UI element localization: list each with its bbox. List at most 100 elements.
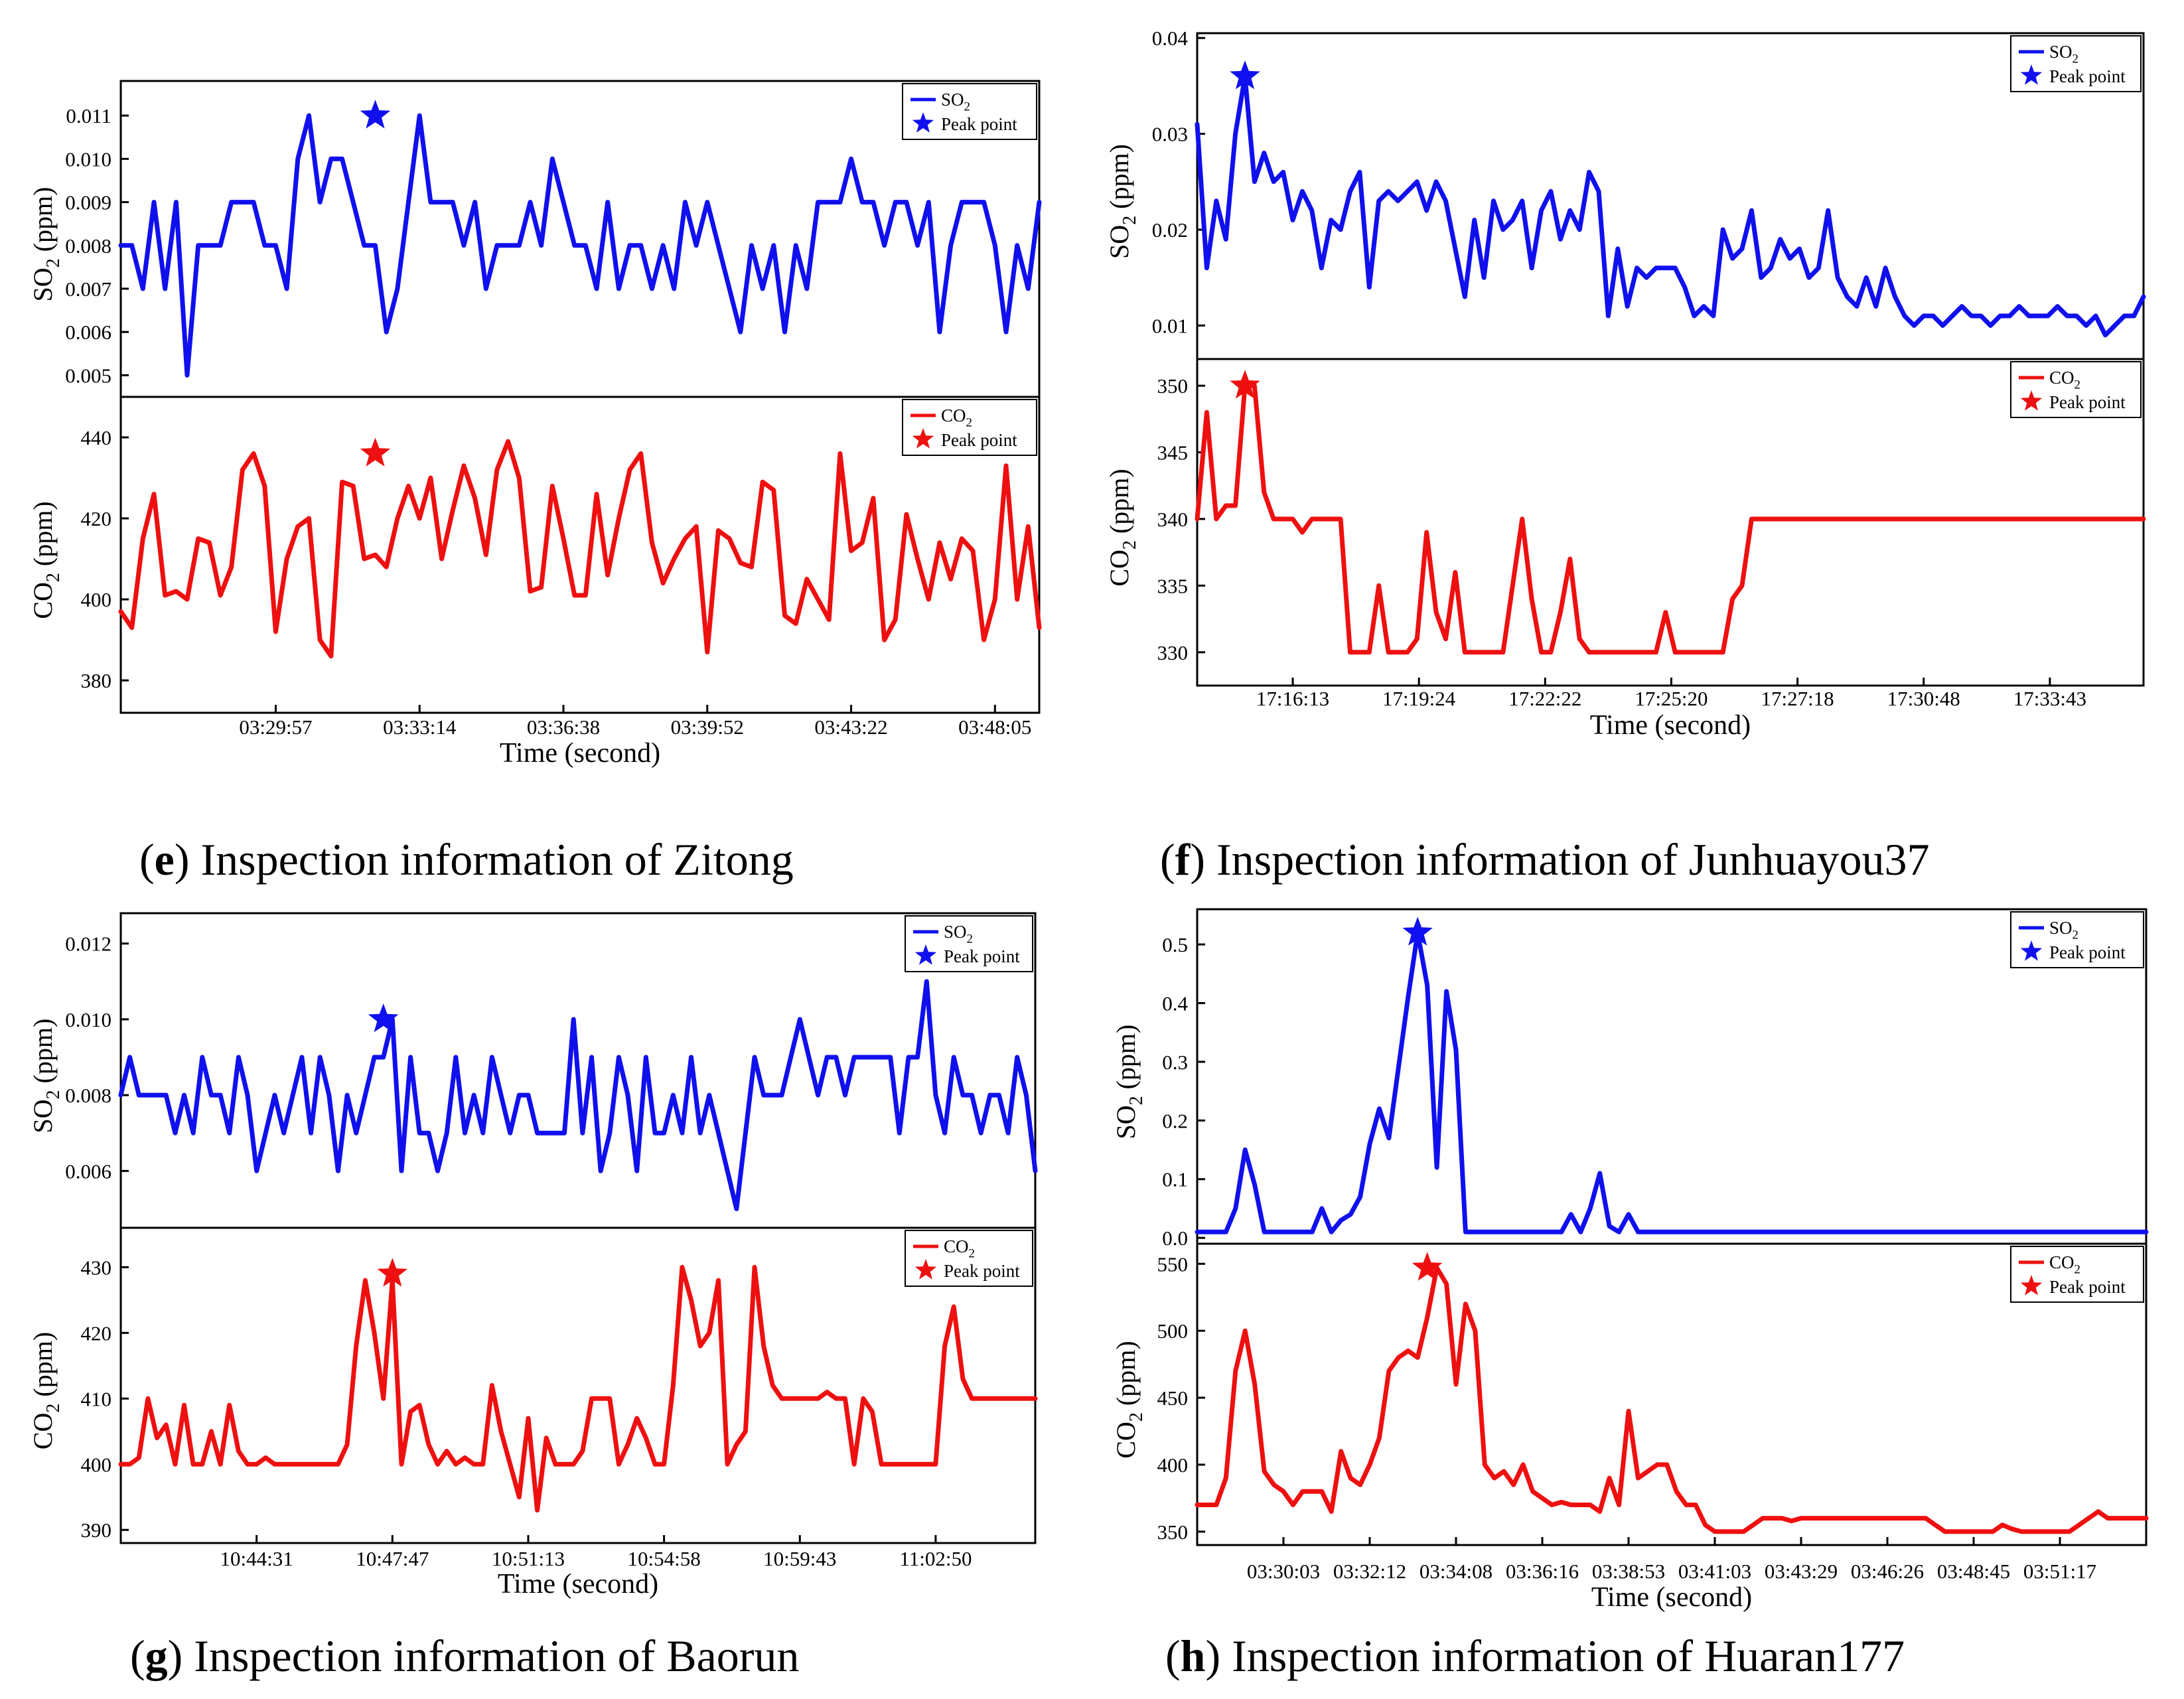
- legend-box: [902, 83, 1037, 140]
- x-tick-label: 03:36:38: [527, 715, 600, 739]
- so2-peak-star: [360, 100, 391, 129]
- legend-series-label-sub: 2: [969, 1247, 975, 1261]
- y-axis-label-rest: (ppm): [28, 501, 58, 573]
- y-axis-label: SO2 (ppm): [28, 187, 64, 302]
- so2-peak-star: [1230, 60, 1260, 90]
- legend-series-label-main: CO: [2049, 368, 2075, 388]
- y-tick-label: 0.012: [65, 932, 111, 956]
- x-tick-label: 17:33:43: [2013, 687, 2086, 710]
- plot-frame: [119, 1226, 1037, 1544]
- co2-peak-star: [1412, 1252, 1443, 1281]
- legend-series-label-sub: 2: [966, 416, 972, 430]
- x-tick-label: 10:54:58: [627, 1547, 700, 1570]
- x-tick-label: 03:39:52: [671, 715, 744, 739]
- y-tick-label: 0.02: [1152, 218, 1188, 242]
- caption-text: ) Inspection information of Junhuayou37: [1190, 834, 1929, 885]
- y-axis-label-main: CO: [1111, 1422, 1141, 1459]
- y-tick-label: 0.5: [1162, 933, 1188, 956]
- co2-peak-star: [360, 437, 391, 467]
- x-tick-label: 17:27:18: [1761, 687, 1834, 710]
- legend-box: [905, 915, 1033, 972]
- y-tick-label: 380: [81, 669, 112, 692]
- y-axis-label-rest: (ppm): [1111, 1025, 1141, 1096]
- y-tick-label: 430: [81, 1256, 112, 1279]
- co2-peak-star: [1230, 370, 1260, 399]
- legend-star-swatch: [2020, 390, 2043, 411]
- y-tick-label: 0.4: [1162, 992, 1188, 1015]
- legend-star-swatch: [2020, 1275, 2043, 1295]
- caption-text: ) Inspection information of Zitong: [175, 834, 794, 885]
- panel-caption: (h) Inspection information of Huaran177: [1165, 1631, 1905, 1681]
- caption-text: ) Inspection information of Huaran177: [1205, 1631, 1905, 1681]
- x-tick-label: 17:16:13: [1256, 687, 1329, 710]
- caption-paren: (: [1160, 834, 1175, 885]
- plot-frame: [1196, 1242, 2148, 1546]
- y-axis-label-main: SO: [1111, 1105, 1141, 1139]
- x-tick-label: 03:43:22: [814, 715, 887, 739]
- legend-box: [902, 399, 1037, 456]
- x-tick-label: 03:38:53: [1592, 1560, 1665, 1583]
- caption-letter: h: [1181, 1631, 1206, 1681]
- y-tick-label: 0.1: [1162, 1168, 1188, 1191]
- y-tick-label: 330: [1157, 641, 1189, 664]
- legend-series-label: CO2: [2049, 368, 2080, 392]
- plot-frame: [119, 80, 1041, 398]
- y-tick-label: 350: [1157, 1520, 1189, 1544]
- y-axis-label-rest: (ppm): [28, 187, 58, 259]
- so2-peak-star: [1402, 917, 1433, 946]
- plot-frame: [119, 396, 1041, 714]
- legend-series-label-main: CO: [944, 1236, 969, 1256]
- legend-peak-label: Peak point: [941, 430, 1017, 450]
- y-tick-label: 400: [81, 588, 112, 611]
- legend-series-label: CO2: [941, 406, 972, 430]
- legend-series-label: SO2: [944, 922, 973, 946]
- y-axis-label-sub: 2: [43, 1404, 64, 1413]
- y-tick-label: 0.011: [66, 104, 111, 127]
- y-tick-label: 420: [81, 507, 112, 530]
- y-tick-label: 390: [81, 1518, 112, 1542]
- y-axis-label-rest: (ppm): [1104, 144, 1134, 216]
- y-tick-label: 0.03: [1152, 123, 1188, 146]
- x-tick-label: 10:51:13: [492, 1547, 565, 1570]
- x-tick-label: 03:32:12: [1333, 1560, 1406, 1583]
- legend-series-label-sub: 2: [2073, 52, 2078, 66]
- legend-peak-label: Peak point: [941, 114, 1017, 134]
- legend-box: [2010, 35, 2142, 92]
- co2-peak-star: [377, 1258, 408, 1287]
- x-tick-label: 17:25:20: [1635, 687, 1708, 710]
- legend-star-swatch: [2020, 940, 2043, 961]
- panel-caption: (e) Inspection information of Zitong: [139, 834, 794, 885]
- x-tick-label: 17:19:24: [1382, 687, 1456, 710]
- y-tick-label: 0.006: [65, 321, 111, 344]
- legend-peak-label: Peak point: [944, 946, 1020, 966]
- co2-series-line: [118, 1264, 1038, 1513]
- legend-series-label: SO2: [941, 90, 970, 114]
- x-tick-label: 11:02:50: [899, 1547, 972, 1570]
- y-axis-label-main: SO: [28, 1099, 58, 1133]
- legend-series-label-main: CO: [2049, 1252, 2075, 1272]
- caption-paren: (: [139, 834, 155, 885]
- so2-series-line: [118, 113, 1042, 378]
- y-tick-label: 0.008: [65, 234, 111, 258]
- legend-box: [2010, 1246, 2144, 1303]
- legend-series-label-main: SO: [941, 90, 964, 110]
- x-tick-label: 03:46:26: [1851, 1560, 1924, 1583]
- y-axis-label-sub: 2: [1120, 216, 1140, 225]
- y-axis-label-sub: 2: [1126, 1412, 1147, 1422]
- so2-peak-star: [368, 1003, 399, 1033]
- co2-series-line: [1195, 1265, 2149, 1534]
- y-axis-label-main: CO: [28, 1413, 58, 1450]
- legend-box: [2010, 361, 2142, 418]
- legend-series-label: CO2: [944, 1236, 975, 1261]
- so2-series-line: [1195, 74, 2146, 338]
- y-tick-label: 350: [1157, 374, 1189, 398]
- legend-series-label-main: SO: [2049, 918, 2073, 938]
